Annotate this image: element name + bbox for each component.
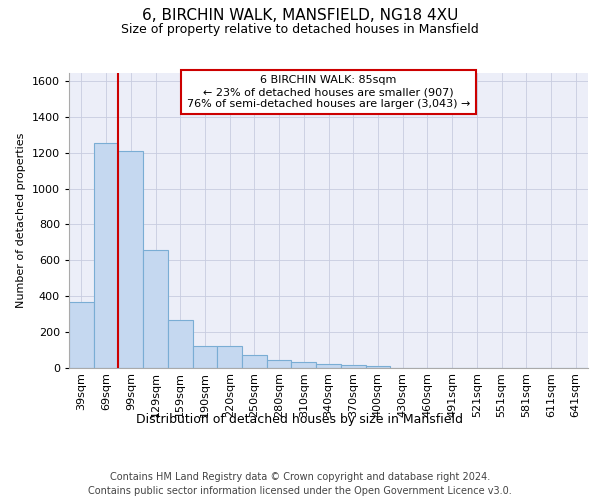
Bar bbox=[193, 346, 217, 368]
Bar bbox=[292, 362, 316, 368]
Bar bbox=[69, 302, 94, 368]
Bar bbox=[168, 320, 193, 368]
Text: Contains HM Land Registry data © Crown copyright and database right 2024.: Contains HM Land Registry data © Crown c… bbox=[110, 472, 490, 482]
Bar bbox=[118, 151, 143, 368]
Bar bbox=[316, 364, 341, 368]
Text: Contains public sector information licensed under the Open Government Licence v3: Contains public sector information licen… bbox=[88, 486, 512, 496]
Text: Size of property relative to detached houses in Mansfield: Size of property relative to detached ho… bbox=[121, 22, 479, 36]
Bar bbox=[94, 143, 118, 368]
Bar bbox=[242, 355, 267, 368]
Text: 6 BIRCHIN WALK: 85sqm
← 23% of detached houses are smaller (907)
76% of semi-det: 6 BIRCHIN WALK: 85sqm ← 23% of detached … bbox=[187, 76, 470, 108]
Y-axis label: Number of detached properties: Number of detached properties bbox=[16, 132, 26, 308]
Bar bbox=[341, 365, 365, 368]
Text: Distribution of detached houses by size in Mansfield: Distribution of detached houses by size … bbox=[137, 412, 464, 426]
Bar bbox=[267, 360, 292, 368]
Text: 6, BIRCHIN WALK, MANSFIELD, NG18 4XU: 6, BIRCHIN WALK, MANSFIELD, NG18 4XU bbox=[142, 8, 458, 22]
Bar bbox=[217, 346, 242, 368]
Bar bbox=[143, 250, 168, 368]
Bar bbox=[365, 366, 390, 368]
